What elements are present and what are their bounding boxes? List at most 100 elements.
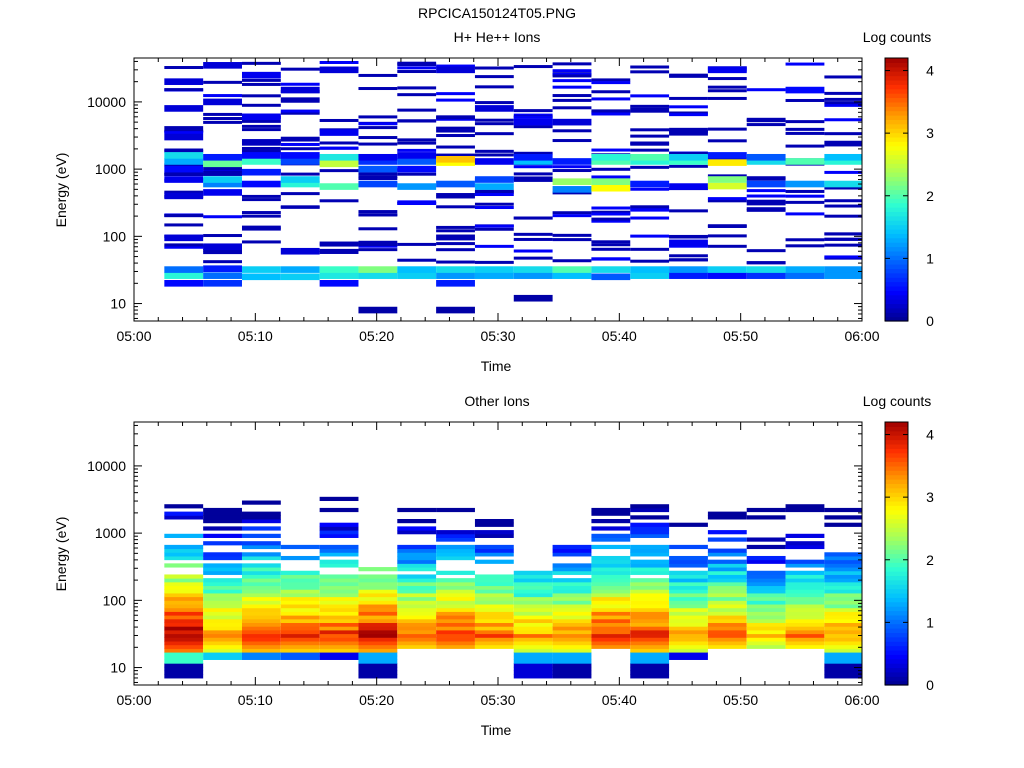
heatmap-cell bbox=[436, 260, 475, 264]
heatmap-cell bbox=[358, 578, 398, 583]
colorbar-step bbox=[885, 259, 908, 265]
heatmap-cell bbox=[513, 178, 553, 182]
heatmap-cell bbox=[630, 548, 670, 553]
heatmap-cell bbox=[746, 589, 786, 594]
heatmap-cell bbox=[785, 615, 825, 620]
heatmap-cell bbox=[785, 570, 825, 575]
heatmap-cell bbox=[164, 640, 204, 646]
colorbar-step bbox=[885, 97, 908, 103]
colorbar-step bbox=[885, 193, 908, 199]
heatmap-cell bbox=[824, 237, 862, 241]
heatmap-cell bbox=[397, 618, 437, 624]
heatmap-cell bbox=[669, 644, 708, 649]
heatmap-cell bbox=[319, 199, 359, 203]
heatmap-cell bbox=[824, 140, 862, 144]
colorbar-tick-label: 2 bbox=[926, 188, 934, 204]
heatmap-cell bbox=[669, 544, 708, 550]
heatmap-cell bbox=[397, 626, 437, 631]
heatmap-cell bbox=[397, 644, 437, 649]
heatmap-cell bbox=[203, 640, 242, 646]
heatmap-cell bbox=[746, 600, 786, 605]
heatmap-cell bbox=[241, 194, 281, 198]
heatmap-cell bbox=[358, 213, 398, 217]
heatmap-cell bbox=[241, 648, 281, 653]
heatmap-cell bbox=[203, 585, 242, 590]
heatmap-cell bbox=[436, 507, 475, 513]
heatmap-cell bbox=[241, 585, 281, 590]
heatmap-cell bbox=[203, 215, 242, 219]
heatmap-cell bbox=[319, 559, 359, 564]
heatmap-cell bbox=[164, 655, 204, 660]
heatmap-cell bbox=[824, 243, 862, 247]
heatmap-cell bbox=[591, 257, 631, 261]
heatmap-cell bbox=[203, 243, 242, 251]
heatmap-cell bbox=[785, 120, 825, 124]
heatmap-cell bbox=[358, 670, 398, 675]
colorbar-step bbox=[885, 575, 908, 581]
heatmap-cell bbox=[474, 633, 514, 638]
heatmap-cell bbox=[436, 607, 475, 612]
heatmap-cell bbox=[591, 81, 631, 85]
heatmap-cell bbox=[358, 266, 398, 273]
heatmap-cell bbox=[824, 604, 862, 609]
colorbar-step bbox=[885, 531, 908, 537]
heatmap-cell bbox=[746, 615, 786, 620]
heatmap-cell bbox=[319, 604, 359, 609]
heatmap-cell bbox=[164, 152, 204, 159]
heatmap-cell bbox=[241, 574, 281, 579]
heatmap-cell bbox=[474, 153, 514, 157]
heatmap-cell bbox=[241, 149, 281, 153]
heatmap-cell bbox=[164, 105, 204, 112]
heatmap-cell bbox=[824, 158, 862, 165]
heatmap-cell bbox=[630, 570, 670, 575]
heatmap-cell bbox=[785, 533, 825, 538]
heatmap-cell bbox=[164, 607, 204, 612]
heatmap-cell bbox=[630, 544, 670, 550]
heatmap-cell bbox=[591, 615, 631, 620]
colorbar-step bbox=[885, 290, 908, 296]
heatmap-cell bbox=[164, 555, 204, 561]
x-tick-label: 06:00 bbox=[844, 692, 879, 708]
heatmap-cell bbox=[513, 216, 553, 220]
heatmap-cell bbox=[319, 160, 359, 168]
heatmap-cell bbox=[630, 530, 670, 535]
heatmap-cell bbox=[707, 615, 747, 620]
heatmap-cell bbox=[280, 644, 320, 649]
heatmap-cell bbox=[241, 240, 281, 244]
heatmap-cell bbox=[319, 592, 359, 598]
heatmap-cell bbox=[319, 644, 359, 649]
heatmap-cell bbox=[241, 518, 281, 524]
heatmap-cell bbox=[591, 518, 631, 524]
heatmap-cell bbox=[630, 153, 670, 161]
colorbar-step bbox=[885, 167, 908, 173]
heatmap-cell bbox=[474, 149, 514, 153]
heatmap-cell bbox=[436, 129, 475, 133]
y-tick-label: 10 bbox=[110, 296, 126, 312]
heatmap-cell bbox=[707, 139, 747, 143]
heatmap-cell bbox=[591, 600, 631, 605]
colorbar-step bbox=[885, 628, 908, 633]
heatmap-cell bbox=[436, 66, 475, 74]
colorbar-tick-label: 1 bbox=[926, 250, 934, 266]
heatmap-cell bbox=[824, 629, 862, 635]
heatmap-cell bbox=[669, 234, 708, 238]
heatmap-cell bbox=[436, 266, 475, 273]
heatmap-cell bbox=[513, 172, 553, 176]
colorbar-step bbox=[885, 430, 908, 436]
heatmap-cell bbox=[397, 183, 437, 190]
heatmap-cell bbox=[785, 574, 825, 579]
x-tick-label: 06:00 bbox=[844, 328, 879, 344]
colorbar-step bbox=[885, 272, 908, 278]
heatmap-cell bbox=[319, 266, 359, 273]
heatmap-cell bbox=[164, 504, 204, 509]
heatmap-cell bbox=[630, 205, 670, 209]
heatmap-cell bbox=[785, 604, 825, 609]
heatmap-cell bbox=[824, 91, 862, 95]
heatmap-cell bbox=[552, 79, 592, 83]
heatmap-cell bbox=[824, 103, 862, 107]
heatmap-cell bbox=[241, 581, 281, 587]
heatmap-cell bbox=[164, 515, 204, 520]
heatmap-cell bbox=[358, 618, 398, 624]
colorbar-step bbox=[885, 457, 908, 463]
heatmap-cell bbox=[358, 604, 398, 609]
